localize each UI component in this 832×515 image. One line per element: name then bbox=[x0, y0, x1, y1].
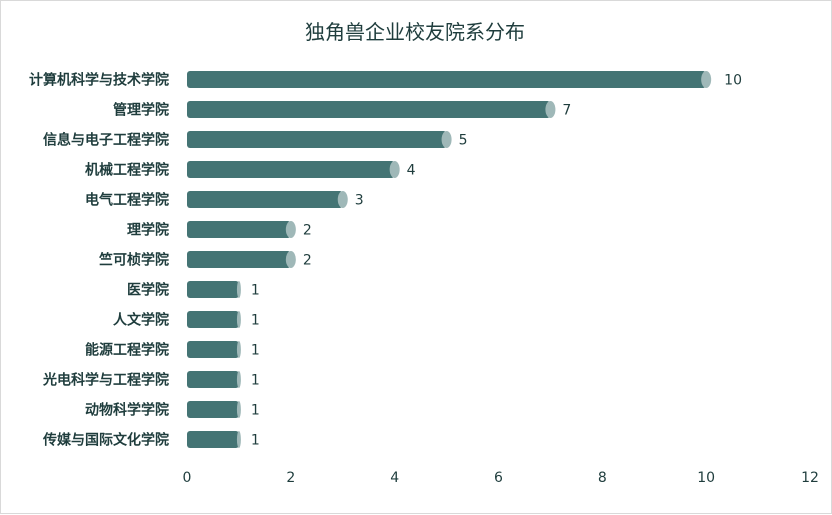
category-label: 医学院 bbox=[127, 282, 169, 299]
x-axis-ticks: 0 2 4 6 8 10 12 bbox=[183, 470, 819, 486]
x-tick-label: 6 bbox=[494, 470, 503, 486]
data-label: 7 bbox=[562, 103, 571, 119]
data-label: 1 bbox=[251, 373, 260, 389]
bar-cap bbox=[545, 101, 556, 118]
chart-title: 独角兽企业校友院系分布 bbox=[305, 20, 525, 44]
bar-cap bbox=[285, 251, 296, 268]
bar-cap bbox=[337, 191, 348, 208]
bar-row: 电气工程学院 3 bbox=[85, 191, 364, 209]
bar-row: 竺可桢学院 2 bbox=[99, 251, 312, 269]
data-label: 5 bbox=[459, 133, 468, 149]
bar-cap bbox=[236, 371, 241, 388]
category-label: 理学院 bbox=[127, 222, 169, 239]
bar bbox=[187, 431, 239, 448]
bar bbox=[187, 281, 239, 298]
bar-row: 传媒与国际文化学院 1 bbox=[42, 431, 260, 449]
category-label: 计算机科学与技术学院 bbox=[29, 72, 169, 89]
data-label: 1 bbox=[251, 343, 260, 359]
bar-row: 管理学院 7 bbox=[113, 101, 571, 119]
data-label: 3 bbox=[355, 193, 364, 209]
bar bbox=[187, 191, 343, 208]
bar-row: 机械工程学院 4 bbox=[85, 161, 416, 179]
bar bbox=[187, 161, 395, 178]
bar-row: 理学院 2 bbox=[127, 221, 312, 239]
bar bbox=[187, 401, 239, 418]
bar-row: 信息与电子工程学院 5 bbox=[43, 131, 468, 149]
category-label: 动物科学学院 bbox=[85, 402, 169, 419]
bar bbox=[187, 311, 239, 328]
bars-group: 计算机科学与技术学院 10 管理学院 7 信息与电子工程学院 5 机械工程学院 4 电气工程学院… bbox=[29, 71, 742, 449]
bar-row: 光电科学与工程学院 1 bbox=[42, 371, 260, 389]
bar-cap bbox=[236, 341, 241, 358]
data-label: 1 bbox=[251, 283, 260, 299]
bar-cap bbox=[285, 221, 296, 238]
bar bbox=[187, 221, 291, 238]
data-label: 4 bbox=[407, 163, 416, 179]
bar-row: 医学院 1 bbox=[127, 281, 260, 299]
bar bbox=[187, 371, 239, 388]
data-label: 1 bbox=[251, 403, 260, 419]
bar bbox=[187, 101, 551, 118]
data-label: 1 bbox=[251, 313, 260, 329]
category-label: 竺可桢学院 bbox=[99, 252, 169, 269]
x-tick-label: 8 bbox=[598, 470, 607, 486]
data-label: 2 bbox=[303, 223, 312, 239]
x-tick-label: 10 bbox=[697, 470, 715, 486]
bar-cap bbox=[701, 71, 712, 88]
bar-row: 能源工程学院 1 bbox=[85, 341, 260, 359]
category-label: 传媒与国际文化学院 bbox=[42, 432, 169, 449]
bar bbox=[187, 131, 447, 148]
bar bbox=[187, 251, 291, 268]
category-label: 光电科学与工程学院 bbox=[42, 372, 169, 389]
bar bbox=[187, 71, 707, 88]
x-tick-label: 12 bbox=[801, 470, 819, 486]
x-tick-label: 2 bbox=[286, 470, 295, 486]
bar-cap bbox=[389, 161, 400, 178]
bar-row: 人文学院 1 bbox=[113, 311, 260, 329]
bar-cap bbox=[236, 401, 241, 418]
bar-row: 计算机科学与技术学院 10 bbox=[29, 71, 742, 89]
x-tick-label: 0 bbox=[183, 470, 192, 486]
bar-row: 动物科学学院 1 bbox=[85, 401, 260, 419]
category-label: 人文学院 bbox=[113, 312, 169, 329]
category-label: 电气工程学院 bbox=[85, 192, 169, 209]
x-tick-label: 4 bbox=[390, 470, 399, 486]
bar-cap bbox=[236, 281, 241, 298]
category-label: 能源工程学院 bbox=[85, 342, 169, 359]
bar-cap bbox=[236, 431, 241, 448]
category-label: 机械工程学院 bbox=[85, 162, 169, 179]
bar bbox=[187, 341, 239, 358]
data-label: 10 bbox=[724, 73, 742, 89]
bar-cap bbox=[236, 311, 241, 328]
data-label: 1 bbox=[251, 433, 260, 449]
category-label: 管理学院 bbox=[113, 102, 169, 119]
data-label: 2 bbox=[303, 253, 312, 269]
bar-cap bbox=[441, 131, 452, 148]
category-label: 信息与电子工程学院 bbox=[43, 132, 169, 149]
